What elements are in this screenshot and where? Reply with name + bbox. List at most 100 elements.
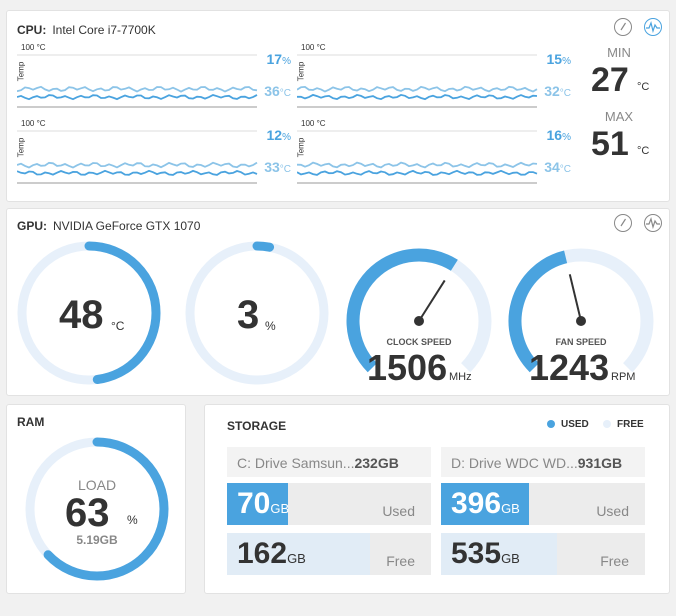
storage-title: STORAGE [227,419,287,433]
drive-d-header: D: Drive WDC WD...931GB [441,447,645,477]
cpu-title: CPU: Intel Core i7-7700K [17,23,156,37]
ram-load-label: LOAD [77,477,117,493]
gpu-panel: GPU: NVIDIA GeForce GTX 1070 48 °C 3 % [6,208,670,396]
ram-load-value: 63 [65,491,110,535]
ram-load-gauge: LOAD 63 % 5.19GB [21,433,173,585]
cpu-core-graph-1: 100 °C Temp 17% 36°C [16,41,295,111]
cpu-core-graph-4-plot [297,130,538,184]
cpu-min-label: MIN [607,45,631,60]
drive-c-free-label: Free [386,553,415,569]
graph-max-label: 100 °C [301,119,326,128]
core-load-value: 16% [546,127,571,143]
gpu-temp-ring [17,241,161,385]
cpu-max-unit: °C [637,145,650,157]
drive-d-free-value: 535GB [451,537,520,570]
cpu-core-graph-2: 100 °C Temp 15% 32°C [296,41,575,111]
graph-max-label: 100 °C [301,43,326,52]
fan-speed-label: FAN SPEED [555,337,607,347]
cpu-core-graph-4: 100 °C Temp 16% 34°C [296,117,575,187]
clock-speed-unit: MHz [449,371,472,383]
core-temp-value: 33°C [264,159,291,175]
cpu-core-graph-2-plot [297,54,538,108]
graph-axis-label: Temp [16,137,26,158]
clock-speed-value: 1506 [367,347,448,388]
gpu-load-unit: % [265,319,276,333]
drive-c-free-bar: 162GB Free [227,533,431,575]
cpu-max-value: 51 [591,125,629,163]
legend-free: FREE [603,419,644,430]
gpu-temp-unit: °C [111,319,125,333]
drive-d-used-value: 396GB [451,487,520,520]
cpu-name: Intel Core i7-7700K [52,23,156,37]
gpu-name: NVIDIA GeForce GTX 1070 [53,219,201,233]
graph-max-label: 100 °C [21,119,46,128]
drive-d-size: 931GB [577,455,623,471]
legend-used-swatch [547,420,555,429]
graph-axis-label: Temp [296,137,306,158]
storage-panel: STORAGE USED FREE C: Drive Samsun...232G… [204,404,670,594]
drive-c-used-label: Used [382,503,415,519]
drive-c-size: 232GB [354,455,399,471]
cpu-core-graph-3: 100 °C Temp 12% 33°C [16,117,295,187]
drive-c-used-bar: 70GB Used [227,483,431,525]
gauge-view-icon[interactable] [613,17,633,37]
cpu-panel: CPU: Intel Core i7-7700K 100 °C Temp 17% … [6,10,670,202]
core-load-trace [297,93,538,101]
graph-axis-label: Temp [16,61,26,82]
core-load-trace [17,169,258,176]
cpu-core-graph-3-plot [17,130,258,184]
core-load-value: 15% [546,51,571,67]
gpu-label: GPU: [17,219,47,233]
clock-speed-label: CLOCK SPEED [386,337,452,347]
ram-load-unit: % [127,513,138,527]
core-load-trace [17,94,258,101]
gpu-load-value: 3 [237,293,260,337]
gpu-clock-dial [346,248,492,373]
drive-c-free-value: 162GB [237,537,306,570]
legend-used: USED [547,419,589,430]
gpu-title: GPU: NVIDIA GeForce GTX 1070 [17,219,200,233]
gpu-fan-dial [508,248,654,373]
fan-speed-value: 1243 [529,347,610,388]
gpu-clock-gauge: CLOCK SPEED 1506 MHz [339,233,499,393]
cpu-core-graph-1-plot [17,54,258,108]
core-temp-trace [17,161,258,169]
core-temp-value: 32°C [544,83,571,99]
ram-load-ring [25,437,169,581]
ram-used-value: 5.19GB [76,533,118,547]
gauge-view-icon[interactable] [613,213,633,233]
core-temp-value: 36°C [264,83,291,99]
gpu-temp-gauge: 48 °C [13,237,165,389]
core-temp-value: 34°C [544,159,571,175]
cpu-min-value: 27 [591,61,629,99]
drive-c-used-value: 70GB [237,487,290,520]
cpu-min-unit: °C [637,81,650,93]
graph-view-icon[interactable] [643,213,663,233]
cpu-label: CPU: [17,23,47,37]
gpu-temp-value: 48 [59,293,104,337]
graph-view-icon[interactable] [643,17,663,37]
gpu-fan-gauge: FAN SPEED 1243 RPM [501,233,661,393]
ram-title: RAM [17,415,45,429]
drive-c-header: C: Drive Samsun...232GB [227,447,431,477]
legend-free-swatch [603,420,611,429]
cpu-max-label: MAX [604,109,634,124]
graph-axis-label: Temp [296,61,306,82]
gpu-load-ring [185,241,329,385]
drive-d-used-bar: 396GB Used [441,483,645,525]
drive-d-used-label: Used [596,503,629,519]
core-temp-trace [17,85,258,93]
core-load-value: 17% [266,51,291,67]
drive-d-free-bar: 535GB Free [441,533,645,575]
core-load-value: 12% [266,127,291,143]
ram-panel: RAM LOAD 63 % 5.19GB [6,404,186,594]
drive-d-name: D: Drive WDC WD... [451,455,578,471]
core-temp-trace [297,161,538,169]
drive-c-name: C: Drive Samsun... [237,455,355,471]
drive-d-free-label: Free [600,553,629,569]
graph-max-label: 100 °C [21,43,46,52]
core-temp-trace [297,85,538,93]
gpu-load-gauge: 3 % [181,237,333,389]
fan-speed-unit: RPM [611,371,636,383]
core-load-trace [297,169,538,176]
